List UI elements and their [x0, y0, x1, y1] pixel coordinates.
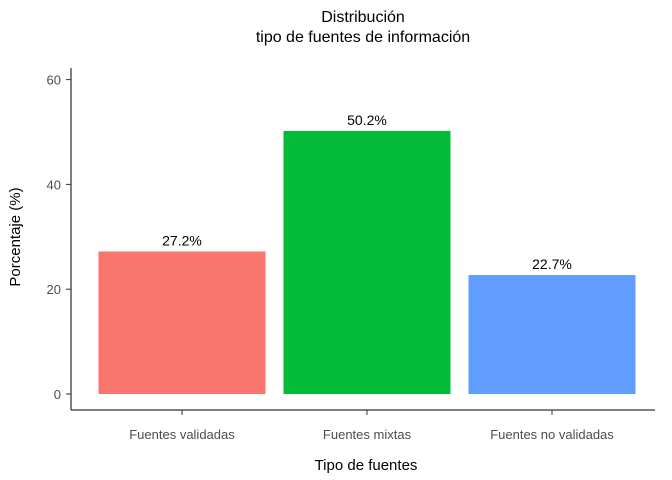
- y-tick-label-0: 0: [54, 387, 61, 402]
- x-tick-label-2: Fuentes no validadas: [490, 427, 614, 442]
- chart-subtitle: tipo de fuentes de información: [256, 29, 470, 46]
- data-label-2: 22.7%: [532, 256, 572, 272]
- chart-title: Distribución: [321, 9, 405, 26]
- y-ticks-group: 0 20 40 60: [47, 73, 71, 402]
- x-ticks-group: Fuentes validadas Fuentes mixtas Fuentes n…: [129, 410, 614, 442]
- y-axis-title: Porcentaje (%): [7, 187, 24, 286]
- y-tick-label-2: 40: [47, 177, 61, 192]
- bar-2: [468, 275, 636, 394]
- x-axis-title: Tipo de fuentes: [315, 457, 418, 474]
- data-label-1: 50.2%: [347, 112, 387, 128]
- data-labels-group: 27.2% 50.2% 22.7%: [162, 112, 572, 272]
- bars-group: [98, 130, 636, 394]
- y-tick-label-3: 60: [47, 73, 61, 88]
- bar-0: [98, 251, 266, 394]
- x-tick-label-1: Fuentes mixtas: [323, 427, 412, 442]
- data-label-0: 27.2%: [162, 232, 202, 248]
- x-tick-label-0: Fuentes validadas: [129, 427, 235, 442]
- y-tick-label-1: 20: [47, 282, 61, 297]
- bar-1: [283, 130, 451, 394]
